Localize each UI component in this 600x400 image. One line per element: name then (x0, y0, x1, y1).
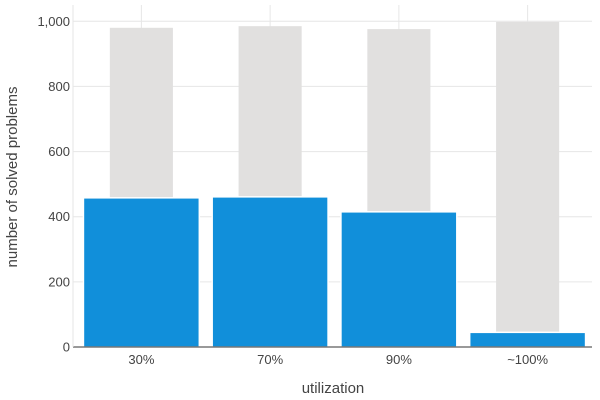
solved-bar (468, 331, 587, 348)
y-tick-label: 800 (48, 79, 70, 94)
x-tick-label: 90% (386, 352, 412, 367)
y-tick-label: 400 (48, 209, 70, 224)
solved-bars (82, 196, 587, 348)
y-tick-label: 1,000 (37, 14, 70, 29)
solved-bar (82, 197, 201, 348)
y-axis-title: number of solved problems (4, 87, 21, 268)
y-tick-label: 200 (48, 274, 70, 289)
y-tick-label: 600 (48, 144, 70, 159)
x-tick-label: 70% (257, 352, 283, 367)
x-tick-label: 30% (128, 352, 154, 367)
x-tick-label: ~100% (507, 352, 548, 367)
y-tick-label: 0 (63, 340, 70, 355)
solved-bar (211, 196, 329, 348)
x-axis-title: utilization (302, 380, 365, 397)
total-bar (496, 21, 560, 348)
axes: 0 200 400 600 800 1,000 30% 70% 90% ~100% (37, 5, 592, 367)
solved-bar (340, 211, 458, 348)
